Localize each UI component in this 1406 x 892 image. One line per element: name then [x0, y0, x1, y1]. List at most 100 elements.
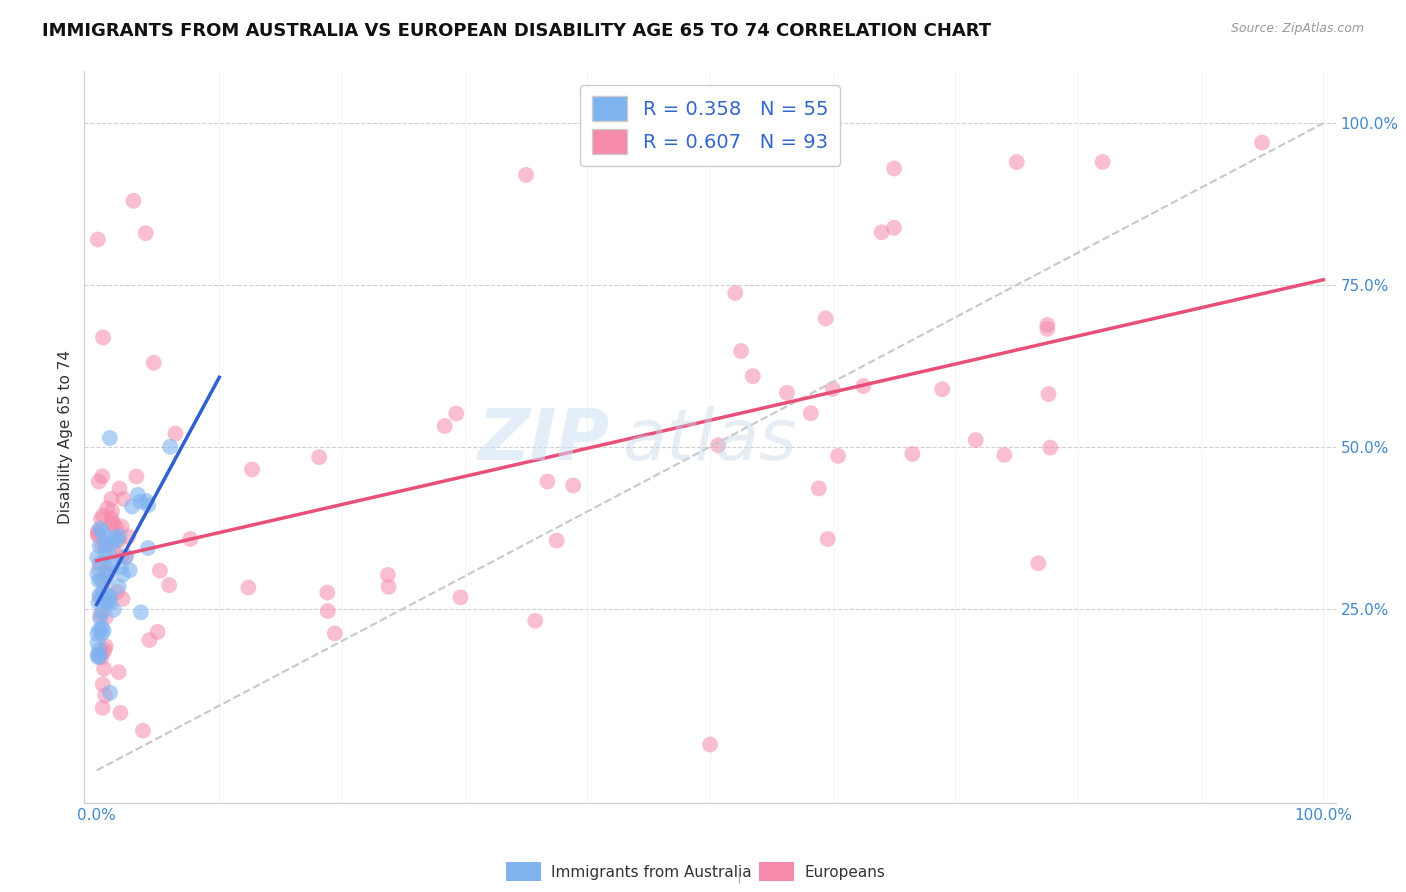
Point — [1091, 155, 1114, 169]
Point — [91, 469, 114, 483]
Point — [883, 161, 905, 176]
Point — [89, 539, 111, 553]
Point — [238, 581, 260, 595]
Point — [91, 701, 114, 715]
Point — [135, 226, 157, 240]
Point — [98, 686, 121, 700]
Point — [91, 646, 114, 660]
Point — [1036, 318, 1059, 332]
Point — [91, 330, 114, 344]
Point — [94, 610, 117, 624]
Point — [323, 626, 346, 640]
Point — [100, 537, 122, 551]
Point — [122, 194, 145, 208]
Point — [800, 406, 823, 420]
Point — [1026, 556, 1049, 570]
Point — [870, 225, 893, 239]
Point — [94, 639, 117, 653]
Point — [114, 550, 136, 565]
Point — [111, 519, 134, 533]
Point — [821, 382, 844, 396]
Point — [98, 596, 121, 610]
Point — [157, 578, 180, 592]
Point — [98, 549, 121, 563]
Point — [110, 706, 132, 720]
Point — [87, 527, 110, 541]
Point — [127, 488, 149, 502]
Point — [118, 563, 141, 577]
Point — [814, 311, 837, 326]
Point — [827, 449, 849, 463]
Text: Source: ZipAtlas.com: Source: ZipAtlas.com — [1230, 22, 1364, 36]
Point — [1005, 155, 1028, 169]
Point — [100, 491, 122, 506]
Point — [699, 738, 721, 752]
Point — [112, 491, 135, 506]
Point — [89, 643, 111, 657]
Point — [110, 560, 132, 574]
Point — [562, 478, 585, 492]
Point — [86, 550, 108, 565]
Point — [90, 650, 112, 665]
Point — [87, 232, 110, 246]
Point — [316, 585, 339, 599]
Point — [377, 567, 399, 582]
Point — [94, 548, 117, 562]
Point — [90, 512, 112, 526]
Point — [86, 648, 108, 662]
Point — [449, 591, 471, 605]
Y-axis label: Disability Age 65 to 74: Disability Age 65 to 74 — [58, 350, 73, 524]
Point — [515, 168, 537, 182]
Point — [91, 677, 114, 691]
Point — [142, 356, 165, 370]
Point — [817, 532, 839, 546]
Point — [107, 665, 129, 680]
Point — [101, 504, 124, 518]
Point — [104, 531, 127, 545]
Point — [94, 689, 117, 703]
Point — [89, 588, 111, 602]
Point — [107, 533, 129, 548]
Point — [136, 541, 159, 555]
Text: Europeans: Europeans — [804, 865, 886, 880]
Point — [101, 558, 124, 572]
Point — [741, 369, 763, 384]
Point — [90, 573, 112, 587]
Point — [115, 549, 138, 564]
Point — [89, 647, 111, 661]
Point — [90, 621, 112, 635]
Point — [89, 590, 111, 604]
Point — [89, 611, 111, 625]
Point — [91, 590, 114, 604]
Point — [1039, 441, 1062, 455]
Point — [96, 566, 118, 581]
Point — [730, 344, 752, 359]
Point — [159, 440, 181, 454]
Point — [105, 585, 128, 599]
Point — [776, 385, 799, 400]
Point — [93, 584, 115, 599]
Point — [93, 662, 115, 676]
Point — [852, 379, 875, 393]
Point — [96, 595, 118, 609]
Point — [89, 522, 111, 536]
Point — [103, 517, 125, 532]
Point — [101, 542, 124, 557]
Point — [146, 624, 169, 639]
Point — [89, 607, 111, 622]
Point — [546, 533, 568, 548]
Point — [97, 589, 120, 603]
Point — [94, 538, 117, 552]
Point — [107, 579, 129, 593]
Point — [101, 512, 124, 526]
Point — [90, 627, 112, 641]
Text: Immigrants from Australia: Immigrants from Australia — [551, 865, 752, 880]
Point — [89, 562, 111, 576]
Point — [883, 220, 905, 235]
Point — [96, 501, 118, 516]
Point — [707, 438, 730, 452]
Point — [138, 633, 160, 648]
Point — [87, 650, 110, 665]
Point — [1251, 136, 1274, 150]
Point — [807, 482, 830, 496]
